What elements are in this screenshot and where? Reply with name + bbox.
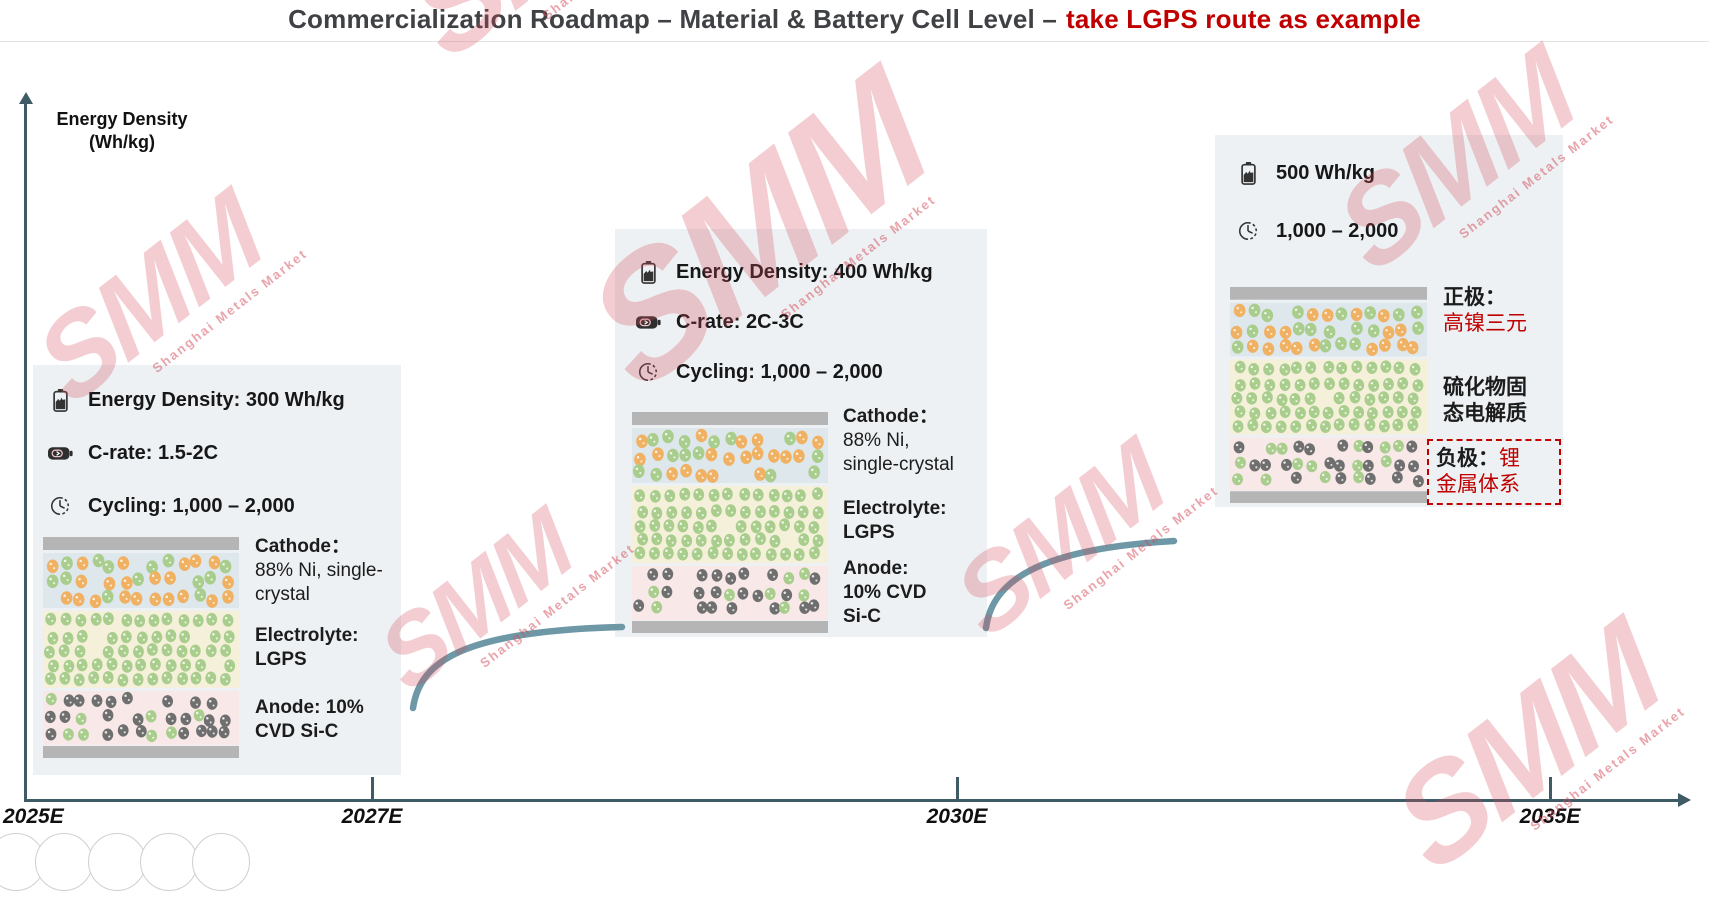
material-annotation: Cathode： 88% Ni, single-crystal Electrol… — [843, 405, 983, 629]
cathode-body: 88% Ni, single-crystal — [843, 430, 954, 475]
spec-cycling: 1,000 – 2,000 — [1235, 218, 1555, 244]
c-rate-battery-icon — [47, 446, 73, 461]
spec-energy-density: Energy Density: 400 Wh/kg — [635, 259, 979, 285]
clock-icon — [47, 495, 73, 517]
spec-text: Energy Density: 400 Wh/kg — [676, 260, 933, 283]
spec-energy-density: 500 Wh/kg — [1235, 160, 1555, 186]
x-tick-2030 — [956, 777, 959, 799]
smm-watermark: SMM Shanghai Metals Market — [1370, 592, 1690, 900]
cathode-head: Cathode： — [255, 536, 351, 557]
spec-text: 500 Wh/kg — [1276, 161, 1375, 184]
cathode-body: 88% Ni, single- crystal — [255, 560, 383, 605]
cathode-label-cn: 正极： 高镍三元 — [1443, 285, 1527, 337]
electrolyte-label: Electrolyte: LGPS — [255, 624, 401, 672]
c-rate-battery-icon — [635, 315, 661, 330]
battery-icon — [1235, 161, 1261, 185]
footer-circle — [192, 833, 250, 891]
electrolyte-text: 硫化物固 态电解质 — [1443, 376, 1527, 425]
y-axis-arrow-icon — [18, 92, 33, 104]
spec-list: Energy Density: 400 Wh/kg C-rate: 2C-3C … — [635, 259, 979, 409]
y-axis-line — [24, 103, 27, 801]
cathode-head: 正极： — [1443, 286, 1506, 309]
x-label-2025: 2025E — [3, 805, 64, 828]
anode-body: 锂 金属体系 — [1436, 447, 1520, 496]
anode-text: Anode: 10% CVD Si-C — [843, 558, 927, 627]
spec-list: Energy Density: 300 Wh/kg C-rate: 1.5-2C… — [47, 387, 393, 546]
battery-cell-diagram — [1230, 287, 1427, 503]
x-label-2030: 2030E — [926, 805, 988, 828]
cathode-label: Cathode： 88% Ni, single-crystal — [843, 405, 983, 477]
slide-title: Commercialization Roadmap – Material & B… — [0, 4, 1709, 35]
x-axis-arrow-icon — [1678, 793, 1691, 807]
clock-icon — [1235, 220, 1261, 242]
spec-text: Energy Density: 300 Wh/kg — [88, 388, 345, 411]
smm-watermark: SMM Shanghai Metals Market — [362, 488, 638, 715]
spec-text: Cycling: 1,000 – 2,000 — [676, 360, 883, 383]
electrolyte-head: Electrolyte: — [255, 625, 359, 646]
spec-list: 500 Wh/kg 1,000 – 2,000 — [1235, 160, 1555, 276]
battery-cell-diagram — [632, 412, 828, 633]
spec-text: C-rate: 2C-3C — [676, 310, 804, 333]
smm-watermark-text: SMM — [1370, 591, 1683, 900]
footer-circle — [88, 833, 146, 891]
anode-label-cn-dashed-box: 负极：锂 金属体系 — [1427, 439, 1561, 505]
anode-label: Anode: 10% CVD Si-C — [843, 557, 983, 629]
x-label-2035: 2035E — [1519, 805, 1581, 828]
anode-text: Anode: 10% CVD Si-C — [255, 697, 364, 742]
footer-circle — [35, 833, 93, 891]
clock-icon — [635, 361, 661, 383]
stage-2030-card: Energy Density: 400 Wh/kg C-rate: 2C-3C … — [615, 229, 987, 637]
cathode-label: Cathode： 88% Ni, single- crystal — [255, 535, 401, 607]
growth-curve-2 — [982, 537, 1178, 632]
stage-2027-card: Energy Density: 300 Wh/kg C-rate: 1.5-2C… — [33, 365, 401, 775]
electrolyte-label: Electrolyte: LGPS — [843, 497, 983, 545]
electrolyte-label-cn: 硫化物固 态电解质 — [1443, 375, 1527, 427]
slide-title-highlight: take LGPS route as example — [1066, 4, 1421, 34]
material-annotation: Cathode： 88% Ni, single- crystal Electro… — [255, 535, 401, 744]
y-axis-label: Energy Density (Wh/kg) — [56, 109, 188, 152]
smm-watermark-subtext: Shanghai Metals Market — [1060, 482, 1222, 613]
spec-c-rate: C-rate: 1.5-2C — [47, 440, 393, 466]
battery-icon — [47, 388, 73, 412]
slide-title-main: Commercialization Roadmap – Material & B… — [288, 4, 1058, 34]
x-tick-2027 — [371, 777, 374, 799]
spec-cycling: Cycling: 1,000 – 2,000 — [635, 359, 979, 385]
spec-text: 1,000 – 2,000 — [1276, 219, 1399, 242]
spec-cycling: Cycling: 1,000 – 2,000 — [47, 493, 393, 519]
smm-watermark-subtext: Shanghai Metals Market — [149, 245, 311, 376]
electrolyte-head: Electrolyte: — [843, 498, 947, 519]
x-axis-line — [24, 799, 1680, 802]
smm-watermark-subtext: Shanghai Metals Market — [476, 540, 638, 671]
spec-text: Cycling: 1,000 – 2,000 — [88, 494, 295, 517]
title-divider — [0, 41, 1709, 42]
battery-cell-diagram — [43, 537, 239, 758]
battery-icon — [635, 260, 661, 284]
x-tick-2035 — [1549, 777, 1552, 799]
stage-2035-card: 500 Wh/kg 1,000 – 2,000 正极： 高镍三元 硫化物固 态电… — [1215, 135, 1563, 507]
electrolyte-body: LGPS — [255, 649, 307, 670]
spec-c-rate: C-rate: 2C-3C — [635, 309, 979, 335]
cathode-head: Cathode： — [843, 406, 939, 427]
electrolyte-body: LGPS — [843, 522, 895, 543]
anode-label: Anode: 10% CVD Si-C — [255, 696, 401, 744]
cathode-body: 高镍三元 — [1443, 312, 1527, 335]
spec-energy-density: Energy Density: 300 Wh/kg — [47, 387, 393, 413]
x-label-2027: 2027E — [341, 805, 403, 828]
growth-curve-1 — [409, 623, 626, 712]
anode-head: 负极： — [1436, 447, 1499, 470]
spec-text: C-rate: 1.5-2C — [88, 441, 219, 464]
smm-watermark-text: SMM — [362, 488, 590, 713]
footer-circle — [140, 833, 198, 891]
